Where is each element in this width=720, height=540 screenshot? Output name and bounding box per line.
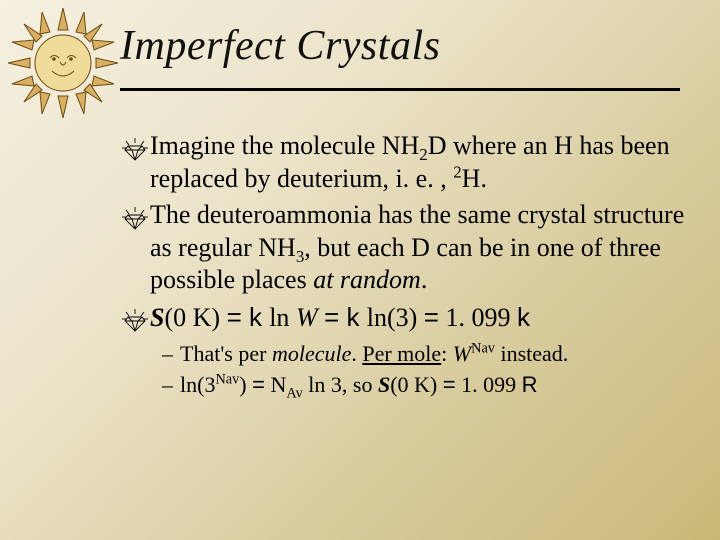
sub-bullet-item: – ln(3Nav) = NAv ln 3, so S(0 K) = 1. 09… xyxy=(162,371,690,400)
sub-bullet-list: – That's per molecule. Per mole: WNav in… xyxy=(162,340,690,399)
sun-icon xyxy=(8,8,118,118)
slide-title: Imperfect Crystals xyxy=(120,22,440,70)
bullet-text: Imagine the molecule NH2D where an H has… xyxy=(150,130,690,195)
sub-bullet-text: ln(3Nav) = NAv ln 3, so S(0 K) = 1. 099 … xyxy=(180,371,538,400)
bullet-item: The deuteroammonia has the same crystal … xyxy=(120,199,690,297)
title-underline xyxy=(120,88,680,91)
dash-icon: – xyxy=(162,371,180,399)
bullet-item: Imagine the molecule NH2D where an H has… xyxy=(120,130,690,195)
gem-icon xyxy=(120,307,150,333)
gem-icon xyxy=(120,205,150,231)
gem-icon xyxy=(120,136,150,162)
bullet-text: S(0 K) = k ln W = k ln(3) = 1. 099 k xyxy=(150,301,530,335)
sub-bullet-text: That's per molecule. Per mole: WNav inst… xyxy=(180,340,568,369)
dash-icon: – xyxy=(162,340,180,368)
slide-body: Imagine the molecule NH2D where an H has… xyxy=(120,130,690,401)
sub-bullet-item: – That's per molecule. Per mole: WNav in… xyxy=(162,340,690,369)
bullet-text: The deuteroammonia has the same crystal … xyxy=(150,199,690,297)
bullet-item: S(0 K) = k ln W = k ln(3) = 1. 099 k xyxy=(120,301,690,335)
